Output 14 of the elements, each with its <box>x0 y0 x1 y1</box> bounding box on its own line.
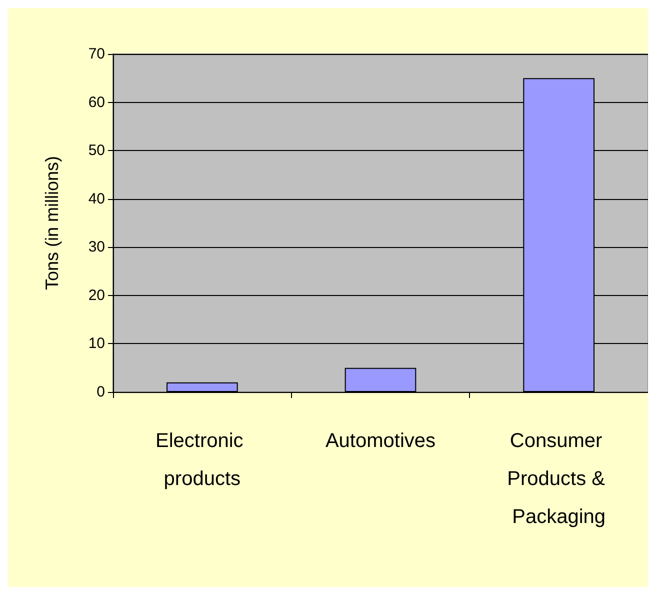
y-tick-label: 50 <box>88 142 105 160</box>
y-tick-label: 20 <box>88 286 105 304</box>
x-tick-label: Consumer Products & Packaging <box>507 430 611 528</box>
y-tick-label: 30 <box>88 238 105 256</box>
y-tick-label: 40 <box>88 190 105 208</box>
y-tick-label: 70 <box>88 46 105 62</box>
bar <box>166 382 238 392</box>
y-tick-label: 60 <box>88 94 105 111</box>
bar <box>344 368 416 392</box>
y-tick-label: 10 <box>88 335 105 352</box>
y-axis-title: Tons (in millions) <box>42 156 62 290</box>
y-tick-label: 0 <box>96 384 105 400</box>
x-tick-label: Automotives <box>325 430 436 452</box>
x-tick-label: Electronic products <box>155 430 249 490</box>
